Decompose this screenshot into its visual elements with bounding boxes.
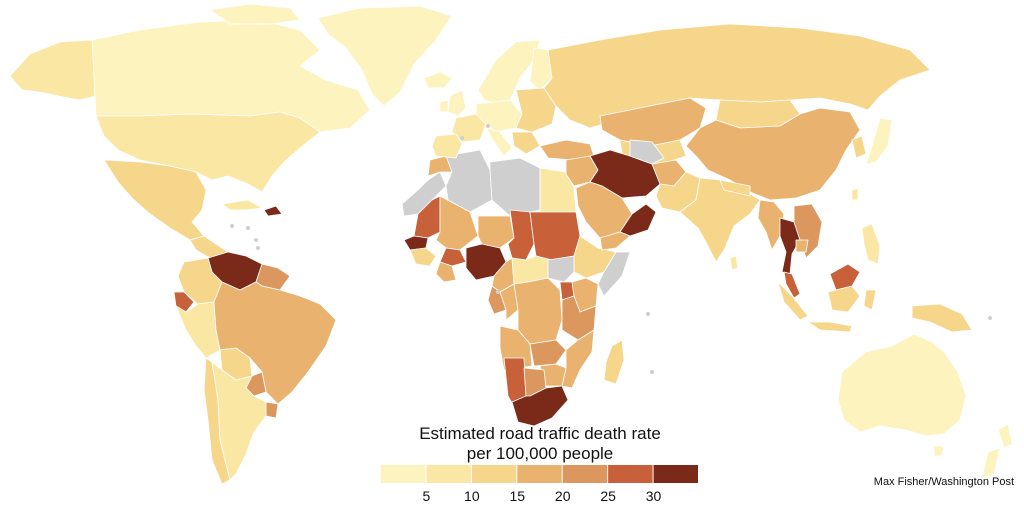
country-indonesia-sulawesi [863, 289, 877, 311]
legend-tick-label: 10 [464, 488, 480, 504]
legend-title-line-2: per 100,000 people [466, 444, 614, 463]
country-dr-congo [513, 277, 563, 345]
legend-swatch [653, 465, 698, 483]
country-indonesia-borneo [827, 285, 861, 313]
country-japan [865, 117, 893, 165]
country-finland [529, 47, 553, 91]
legend-swatch [381, 465, 426, 483]
island-dot [988, 316, 992, 320]
country-sudan [529, 211, 581, 261]
country-iceland [423, 71, 453, 89]
country-south-africa [511, 385, 569, 427]
country-balkans [511, 131, 541, 155]
country-libya [489, 157, 541, 217]
country-senegal [403, 235, 429, 251]
country-usa [95, 111, 321, 193]
legend-tick-label: 20 [554, 488, 571, 504]
country-australia [837, 333, 967, 437]
country-egypt [539, 167, 577, 213]
country-new-zealand [981, 423, 1013, 479]
country-myanmar [757, 199, 785, 251]
country-sri-lanka [729, 255, 739, 271]
country-cambodia [795, 239, 809, 253]
country-nepal [719, 179, 751, 197]
credit-line: Max Fisher/Washington Post [873, 476, 1014, 488]
country-indonesia-sumatra [777, 281, 809, 321]
country-iberia [431, 133, 463, 159]
legend-tick-label: 5 [422, 488, 431, 504]
country-mozambique [561, 329, 595, 389]
legend-swatch [471, 465, 517, 483]
country-greenland [317, 5, 453, 107]
country-cuba [221, 199, 263, 211]
country-alaska [9, 39, 97, 101]
country-yemen [599, 231, 631, 251]
country-malaysia-peninsula [783, 271, 801, 299]
country-papua-new-guinea [911, 303, 973, 333]
country-zambia [529, 339, 567, 367]
legend-swatch [608, 465, 653, 483]
country-uk [447, 89, 467, 117]
island-dot [486, 124, 490, 128]
legend-title-line-1: Estimated road traffic death rate [419, 424, 661, 443]
country-philippines [861, 223, 881, 265]
country-caspian-gray [629, 139, 665, 165]
country-peru [175, 301, 221, 359]
country-ghana [435, 261, 457, 283]
island-dot [246, 226, 250, 230]
country-china [685, 107, 861, 201]
legend-color-bar [381, 465, 698, 483]
legend-swatch [426, 465, 471, 483]
island-dot [650, 370, 654, 374]
island-dot [646, 312, 650, 316]
legend-swatch [562, 465, 608, 483]
legend-swatch [517, 465, 562, 483]
country-india [679, 177, 761, 263]
country-laos-vietnam [793, 203, 823, 259]
country-canada-islands [209, 3, 301, 25]
country-iran [589, 149, 661, 199]
island-dot [254, 238, 258, 242]
island-dot [230, 224, 234, 228]
legend-tick-label: 30 [645, 488, 662, 504]
country-malaysia-borneo [829, 263, 861, 291]
legend-tick-label: 25 [600, 488, 616, 504]
country-ireland [439, 99, 449, 113]
country-south-sudan [547, 255, 575, 283]
country-somalia [597, 251, 631, 297]
legend-tick-label: 15 [509, 488, 526, 504]
island-dot [496, 290, 500, 294]
country-tasmania [933, 445, 945, 457]
country-uruguay [265, 401, 279, 419]
country-burkina-faso [439, 247, 467, 267]
country-mexico [103, 159, 207, 241]
country-argentina [211, 361, 267, 481]
island-dot [256, 246, 260, 250]
country-dominican-republic [263, 205, 283, 217]
country-indonesia-java [807, 321, 853, 333]
country-korea [851, 135, 867, 159]
country-italy [485, 127, 513, 157]
country-russia [543, 23, 931, 129]
country-ecuador [173, 291, 195, 313]
country-guinea [409, 247, 437, 267]
country-congo [499, 283, 519, 321]
country-central-europe [475, 99, 523, 133]
country-madagascar [603, 339, 625, 385]
country-taiwan [851, 187, 859, 201]
island-dot [460, 136, 464, 140]
